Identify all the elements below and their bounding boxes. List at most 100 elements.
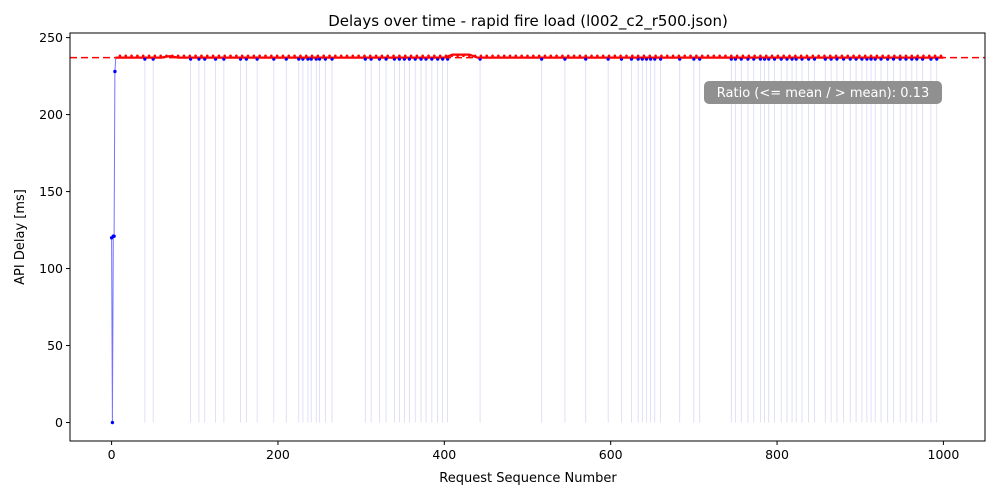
above-mean-point	[252, 54, 256, 58]
series-line	[111, 54, 944, 423]
above-mean-point	[270, 54, 273, 58]
above-mean-point	[788, 54, 791, 58]
above-mean-point	[642, 54, 646, 58]
above-mean-point	[485, 54, 489, 58]
above-mean-point	[625, 54, 628, 58]
y-tick-label: 250	[39, 30, 63, 45]
plot-frame	[69, 32, 986, 442]
above-mean-point	[118, 54, 122, 58]
y-tick-label: 50	[47, 338, 63, 353]
above-mean-point	[811, 54, 815, 58]
above-mean-point	[939, 54, 943, 58]
above-mean-point	[863, 54, 867, 58]
above-mean-point	[124, 54, 128, 58]
above-mean-point	[840, 54, 844, 58]
above-mean-point	[695, 54, 698, 58]
above-mean-point	[869, 54, 873, 58]
below-mean-point	[835, 57, 839, 61]
above-mean-point	[176, 54, 180, 58]
above-mean-point	[502, 54, 506, 58]
below-mean-point	[935, 57, 939, 61]
above-mean-point	[357, 54, 360, 58]
above-mean-point	[794, 54, 797, 58]
above-mean-point	[205, 54, 209, 58]
above-mean-point	[240, 54, 244, 58]
above-mean-point	[293, 54, 296, 58]
above-mean-point	[665, 54, 669, 58]
above-mean-point	[310, 54, 314, 58]
above-mean-point	[532, 54, 535, 58]
below-mean-point	[384, 57, 388, 61]
above-mean-point	[718, 54, 721, 58]
below-mean-point	[197, 57, 201, 61]
above-mean-point	[415, 54, 419, 58]
above-mean-point	[910, 54, 914, 58]
above-mean-point	[351, 54, 355, 58]
above-mean-point	[514, 54, 518, 58]
above-mean-point	[316, 54, 320, 58]
above-mean-point	[171, 54, 174, 58]
above-mean-point	[834, 54, 838, 58]
above-mean-point	[782, 54, 785, 58]
above-mean-point	[933, 54, 937, 58]
below-mean-point	[758, 57, 763, 61]
x-tick-label: 600	[599, 447, 623, 462]
above-mean-point	[636, 54, 640, 58]
above-mean-point	[799, 54, 803, 58]
above-mean-point	[433, 54, 436, 58]
above-mean-point	[875, 54, 879, 58]
above-mean-point	[345, 54, 349, 58]
above-mean-point	[922, 54, 925, 58]
below-mean-point	[419, 57, 423, 61]
above-mean-point	[712, 54, 716, 58]
above-mean-point	[677, 54, 681, 58]
data-point	[110, 420, 115, 425]
below-mean-point	[330, 57, 334, 61]
above-mean-point	[927, 54, 931, 58]
above-mean-point	[893, 54, 896, 58]
x-tick-label: 1000	[928, 447, 960, 462]
above-mean-point	[526, 54, 529, 58]
below-mean-point	[297, 57, 301, 61]
above-mean-point	[403, 54, 407, 58]
below-mean-point	[363, 57, 367, 61]
above-mean-point	[770, 54, 774, 58]
above-mean-point	[706, 54, 710, 58]
above-mean-point	[596, 54, 599, 58]
ratio-annotation: Ratio (<= mean / > mean): 0.13	[704, 81, 942, 104]
above-mean-point	[724, 54, 727, 58]
above-mean-point	[729, 54, 733, 58]
above-mean-point	[689, 54, 692, 58]
above-mean-point	[671, 54, 675, 58]
above-mean-point	[619, 54, 622, 58]
above-mean-point	[881, 54, 884, 58]
y-tick-label: 200	[39, 107, 63, 122]
above-mean-point	[182, 54, 186, 58]
above-mean-point	[572, 54, 576, 58]
above-mean-point	[153, 54, 157, 58]
above-mean-point	[467, 54, 471, 58]
above-mean-point	[904, 54, 908, 58]
x-axis-label: Request Sequence Number	[439, 471, 617, 486]
above-mean-point	[916, 54, 919, 58]
above-mean-point	[165, 54, 168, 58]
above-mean-point	[753, 54, 756, 58]
below-mean-point	[540, 57, 544, 61]
above-mean-point	[462, 54, 465, 58]
above-mean-point	[427, 54, 430, 58]
above-mean-point	[450, 54, 454, 58]
above-mean-point	[828, 54, 832, 58]
above-mean-point	[607, 54, 611, 58]
data-point	[113, 69, 117, 74]
above-mean-point	[147, 54, 151, 58]
x-tick-label: 0	[108, 447, 116, 462]
above-mean-point	[631, 54, 634, 58]
annotation-text: Ratio (<= mean / > mean): 0.13	[717, 86, 929, 101]
x-tick-label: 400	[432, 447, 456, 462]
plot-area	[70, 53, 985, 425]
above-mean-point	[520, 54, 523, 58]
below-mean-point	[143, 57, 147, 61]
above-mean-point	[200, 54, 203, 58]
below-mean-point	[441, 57, 445, 61]
above-mean-point	[136, 54, 139, 58]
